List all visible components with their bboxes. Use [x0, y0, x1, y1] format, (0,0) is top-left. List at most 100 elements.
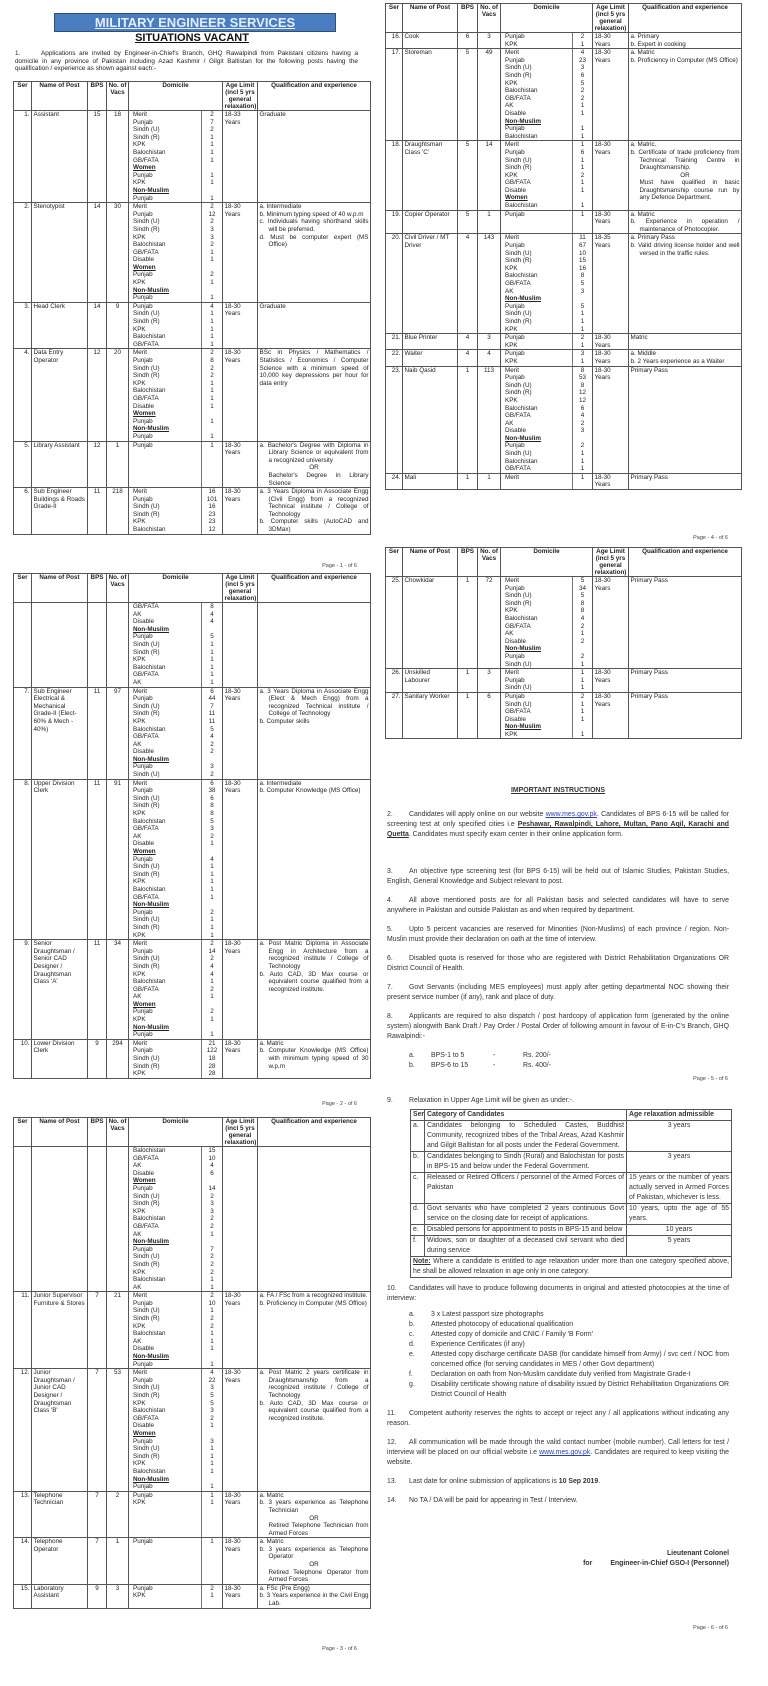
age-line: Years	[224, 1047, 241, 1055]
qualification-cell	[257, 1145, 371, 1293]
domicile-region: KPK	[505, 79, 518, 87]
domicile-region: KPK	[133, 1070, 146, 1078]
domicile-region: Merit	[133, 687, 147, 695]
col-age-limit: Age Limit (incl 5 yrs general relaxation…	[592, 3, 629, 33]
domicile-region: Sindh (U)	[505, 684, 532, 692]
domicile-region: KPK	[505, 325, 518, 333]
age-line: 18-33	[224, 111, 241, 118]
domicile-region: Punjab	[133, 1376, 153, 1384]
domicile-cell: Merit Punjab Sindh (U)	[500, 668, 573, 693]
domicile-region: Merit	[505, 473, 519, 481]
domicile-count: 3	[580, 427, 585, 435]
age-limit-cell: 18-30 Years	[222, 1368, 258, 1492]
domicile-region: KPK	[133, 379, 146, 387]
blank-line	[204, 1024, 221, 1032]
domicile-count: 5	[210, 1392, 214, 1399]
domicile-count: 5	[580, 577, 585, 584]
vacancies-cell: 53	[106, 1368, 129, 1492]
fee-bps-range: BPS-6 to 15	[431, 1062, 469, 1069]
domicile-count: 3	[210, 225, 214, 233]
domicile-count: 1	[210, 387, 214, 395]
domicile-count: 1	[210, 885, 214, 893]
ser-cell: 11.	[13, 1291, 32, 1370]
domicile-cell: Merit Punjab Sindh (U) Sindh (R) KPK Balochis…	[500, 233, 573, 335]
table-row: 20. Civil Driver / MT Driver 4 143 Merit Punj…	[385, 233, 742, 335]
age-line: Years	[224, 495, 241, 503]
bps-cell: 7	[87, 1537, 107, 1585]
website-link[interactable]: www.mes.gov.pk	[539, 1449, 591, 1456]
domicile-count: 4	[580, 49, 585, 57]
domicile-region: Balochistan	[133, 817, 166, 825]
fee-list: a. BPS-1 to 5 - Rs. 200/- b. BPS-6 to 15 - Rs. …	[387, 1051, 729, 1071]
qualification-line: a. Matric	[630, 49, 655, 57]
vacancies-cell: 1	[106, 1537, 129, 1585]
domicile-region: Punjab	[133, 908, 153, 916]
table-row: 12. Junior Draughtsman / Junior CAD Desig…	[13, 1368, 371, 1492]
domicile-region: Balochistan	[133, 1147, 166, 1154]
qualification-line: Graduate	[259, 302, 286, 310]
qualification-cell: Primary Pass	[628, 575, 742, 670]
table-row: 18. Draughtsman Class 'C' 5 14 Merit Punjab Si…	[385, 140, 742, 211]
bps-cell: 7	[87, 1368, 107, 1492]
domicile-region: Sindh (U)	[133, 1445, 160, 1453]
domicile-category-heading: Non-Muslim	[133, 425, 170, 433]
domicile-count: 2	[210, 985, 214, 993]
domicile-count: 4	[210, 1369, 214, 1377]
age-limit-cell: 18-30 Years	[222, 202, 258, 303]
qualification-cell: BSc in Physics / Mathematics / Statistic…	[257, 348, 371, 442]
domicile-region: Merit	[505, 577, 519, 584]
domicile-region: Sindh (U)	[505, 381, 532, 389]
signature-office: Engineer-in-Chief GSO-I (Personnel)	[610, 1560, 729, 1567]
domicile-count: 1	[580, 357, 585, 365]
website-link[interactable]: www.mes.gov.pk	[545, 811, 597, 818]
ser-cell: 25.	[385, 575, 403, 670]
bps-cell: 5	[457, 48, 478, 142]
qualification-line: OR	[680, 171, 690, 179]
document-item: d. Experience Certificates (if any)	[409, 1340, 729, 1350]
table-row: 2. Stenotypist 14 30 Merit Punjab Sindh (U) Sin…	[13, 202, 371, 303]
domicile-region: Sindh (R)	[505, 257, 532, 265]
ser-cell: 27.	[385, 691, 403, 740]
document-item: b. Attested photocopy of educational qual…	[409, 1320, 729, 1330]
vacancies-cell	[106, 602, 129, 688]
table-header-row: Ser Name of Post BPS No. of Vacs Domicile Age…	[13, 1117, 371, 1147]
domicile-count: 2	[210, 203, 214, 211]
qualification-line: b. Computer skills (AutoCAD and 3DMax)	[259, 518, 369, 534]
ser-cell: 3.	[13, 301, 32, 350]
age-line: 18-30	[594, 210, 611, 218]
qualification-line: a. Primary Pass	[630, 234, 675, 242]
domicile-count: 1	[210, 248, 214, 256]
post-name-cell: Lower Division Clerk	[31, 1038, 88, 1079]
qualification-cell: a. Matric b. 3 years experience as Teleph…	[257, 1537, 371, 1585]
domicile-count: 1	[210, 1499, 214, 1507]
domicile-region: GB/FATA	[133, 1222, 159, 1230]
domicile-region: Sindh (R)	[133, 1062, 160, 1070]
domicile-cell: Merit Punjab Sindh (U) Sindh (R) KPK	[128, 1038, 202, 1079]
domicile-region: Punjab	[133, 1031, 153, 1039]
domicile-count: 5	[580, 592, 585, 600]
qualification-line: b. 2 Years experience as a Waiter	[630, 357, 725, 365]
document-item: g. Disability certificate showing nature …	[409, 1380, 729, 1400]
domicile-region: Punjab	[133, 302, 153, 310]
para-number: 5.	[387, 926, 393, 933]
instruction-12: 12. All communication will be made throug…	[387, 1438, 729, 1468]
doc-text: Attested photocopy of educational qualif…	[431, 1321, 574, 1328]
note-text: Where a candidate is entitled to age rel…	[413, 1258, 729, 1275]
text: Candidates will have to produce followin…	[387, 1285, 729, 1302]
age-line: 18-35	[594, 234, 611, 242]
qualification-line: a. Intermediate	[259, 779, 302, 787]
domicile-count: 1	[580, 465, 585, 473]
qualification-cell: a. Middle b. 2 Years experience as a Wait…	[628, 349, 742, 367]
post-name-cell: Cook	[402, 31, 458, 50]
domicile-region: Sindh (U)	[133, 1384, 160, 1392]
domicile-region: Punjab	[505, 148, 525, 156]
domicile-count: 3	[210, 1437, 214, 1445]
domicile-count: 2	[580, 652, 585, 660]
domicile-count: 2	[210, 364, 214, 372]
domicile-region: GB/FATA	[505, 94, 531, 102]
age-limit-cell: 18-30 Years	[592, 365, 629, 474]
instruction-7: 7. Govt Servants (including MES employees…	[387, 983, 729, 1003]
